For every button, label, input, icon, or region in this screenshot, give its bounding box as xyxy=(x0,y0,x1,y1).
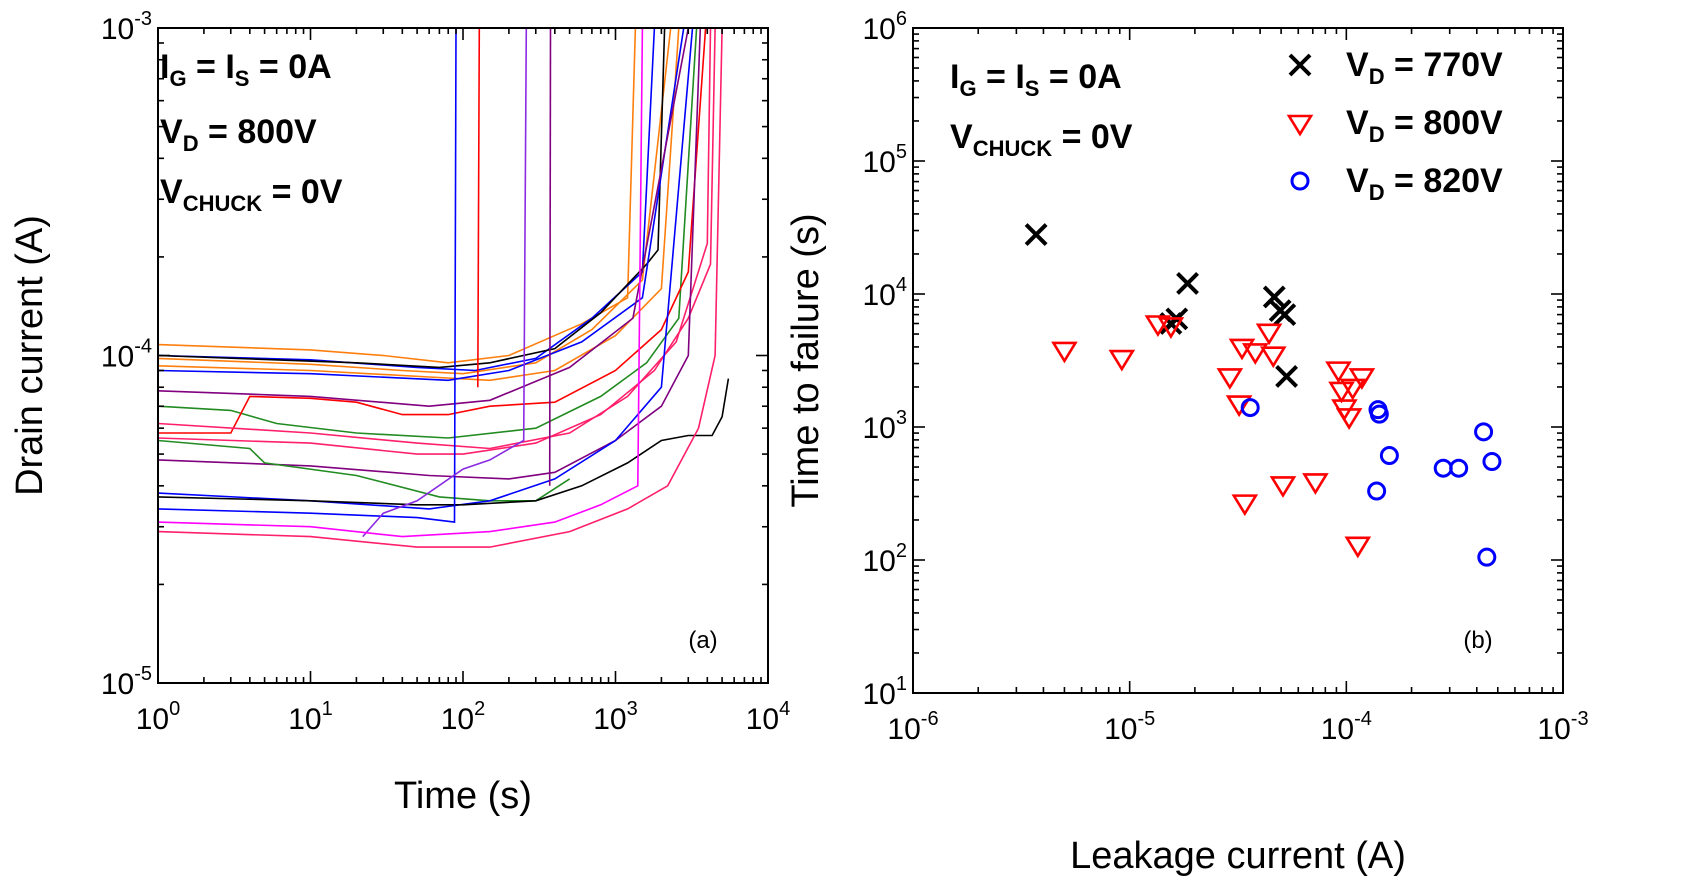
condition-annotation: IG = IS = 0A xyxy=(950,58,1122,101)
point-1-8 xyxy=(1275,365,1299,388)
point-3-2 xyxy=(1367,481,1387,501)
point-3-1 xyxy=(1240,398,1260,418)
plot-area xyxy=(1024,223,1502,567)
series-line-18 xyxy=(158,28,644,538)
series-line-21 xyxy=(548,28,552,486)
legend-entry: VD = 770V xyxy=(1346,46,1503,89)
series-2-markers xyxy=(1051,315,1376,559)
series-line-5 xyxy=(158,28,666,369)
x-tick-label: 104 xyxy=(746,698,791,736)
point-2-5 xyxy=(1216,368,1244,390)
series-line-2 xyxy=(158,28,672,375)
condition-annotation: VCHUCK = 0V xyxy=(160,173,343,216)
legend-entry: VD = 800V xyxy=(1346,104,1503,147)
series-line-7 xyxy=(158,28,690,408)
point-3-5 xyxy=(1379,446,1399,466)
point-2-8 xyxy=(1231,494,1259,517)
point-2-11 xyxy=(1259,346,1287,369)
condition-annotation: IG = IS = 0A xyxy=(160,48,332,91)
series-line-3 xyxy=(158,28,680,382)
plot-frame xyxy=(912,27,1564,694)
legend-entry: VD = 820V xyxy=(1346,162,1503,205)
x-tick-label: 101 xyxy=(288,698,333,736)
point-2-20 xyxy=(1348,368,1376,390)
series-line-6 xyxy=(158,28,685,382)
series-line-10 xyxy=(158,28,712,450)
panel-b-time-to-failure-vs-leakage: 10-6 10-5 10-4 10-3 101 102 103 104 105 106 Leakag… xyxy=(785,8,1589,877)
y-tick-label: 103 xyxy=(863,407,908,445)
series-line-8 xyxy=(158,28,698,439)
point-2-18 xyxy=(1339,378,1367,401)
condition-annotation: VCHUCK = 0V xyxy=(950,118,1133,161)
y-tick-label: 104 xyxy=(863,274,908,312)
x-tick-label: 10-4 xyxy=(1321,708,1372,746)
x-tick-label: 10-5 xyxy=(1104,708,1155,746)
legend-marker-2 xyxy=(1286,114,1314,137)
point-2-14 xyxy=(1325,361,1352,384)
point-1-1 xyxy=(1024,223,1048,246)
panel-a-drain-current-vs-time: 100 101 102 103 104 10-5 10-4 10-3 Time (s) Drain… xyxy=(9,8,790,817)
series-line-9 xyxy=(158,28,707,434)
point-2-19 xyxy=(1344,536,1372,559)
panel-label: (b) xyxy=(1463,627,1492,654)
point-1-5 xyxy=(1262,285,1286,309)
point-2-4 xyxy=(1157,317,1185,339)
point-2-12 xyxy=(1269,476,1297,498)
x-tick-label: 100 xyxy=(136,698,181,736)
x-tick-label: 10-3 xyxy=(1537,708,1588,746)
y-tick-label: 101 xyxy=(863,673,908,711)
axis-ticks xyxy=(157,27,769,684)
point-2-10 xyxy=(1255,323,1283,346)
condition-annotation: VD = 800V xyxy=(160,113,317,156)
y-tick-label: 10-3 xyxy=(101,8,152,46)
point-1-7 xyxy=(1273,303,1297,327)
x-tick-label: 10-6 xyxy=(887,708,938,746)
series-line-15 xyxy=(158,378,730,506)
point-3-9 xyxy=(1477,547,1497,567)
point-2-1 xyxy=(1051,341,1078,364)
point-3-8 xyxy=(1474,422,1494,442)
series-line-19 xyxy=(158,28,723,548)
point-2-13 xyxy=(1302,473,1329,495)
y-axis-title: Drain current (A) xyxy=(9,215,51,496)
axis-ticks xyxy=(912,27,1564,694)
legend: VD = 770V VD = 800V VD = 820V xyxy=(1286,46,1503,205)
x-tick-label: 103 xyxy=(593,698,638,736)
point-2-9 xyxy=(1241,343,1269,365)
x-tick-label: 102 xyxy=(441,698,486,736)
y-tick-label: 105 xyxy=(863,141,908,179)
series-line-11 xyxy=(158,28,716,455)
point-3-7 xyxy=(1449,458,1469,478)
y-tick-label: 106 xyxy=(863,8,908,46)
x-axis-title: Time (s) xyxy=(394,775,532,817)
series-line-16 xyxy=(158,28,457,524)
legend-marker-1 xyxy=(1288,53,1312,77)
point-3-4 xyxy=(1369,404,1389,424)
series-line-20 xyxy=(477,28,481,388)
y-tick-label: 10-4 xyxy=(101,336,152,374)
point-2-15 xyxy=(1328,381,1355,404)
y-tick-label: 102 xyxy=(863,540,908,578)
point-2-6 xyxy=(1225,395,1253,418)
y-axis-title: Time to failure (s) xyxy=(785,213,827,507)
series-line-17 xyxy=(362,28,528,538)
panel-label: (a) xyxy=(688,627,717,654)
y-tick-label: 10-5 xyxy=(101,663,152,701)
legend-marker-3 xyxy=(1290,171,1310,191)
x-axis-title: Leakage current (A) xyxy=(1070,835,1406,877)
plot-area xyxy=(158,28,730,548)
point-2-17 xyxy=(1335,408,1363,430)
point-3-10 xyxy=(1482,452,1502,472)
point-2-2 xyxy=(1108,349,1136,372)
point-1-4 xyxy=(1176,272,1199,295)
series-line-12 xyxy=(158,28,702,480)
series-3-markers xyxy=(1240,398,1502,567)
